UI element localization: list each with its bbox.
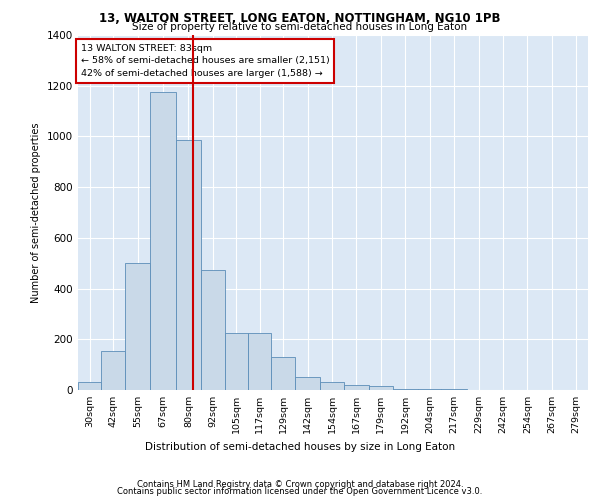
Bar [320,382,344,390]
Bar [248,333,271,390]
Bar [418,389,442,390]
Bar [78,382,101,390]
Text: Contains HM Land Registry data © Crown copyright and database right 2024.: Contains HM Land Registry data © Crown c… [137,480,463,489]
Bar [392,388,418,390]
Text: Distribution of semi-detached houses by size in Long Eaton: Distribution of semi-detached houses by … [145,442,455,452]
Text: Size of property relative to semi-detached houses in Long Eaton: Size of property relative to semi-detach… [133,22,467,32]
Bar [101,350,125,390]
Bar [224,333,248,390]
Bar [176,140,201,390]
Text: Contains public sector information licensed under the Open Government Licence v3: Contains public sector information licen… [118,488,482,496]
Bar [271,357,295,390]
Text: 13, WALTON STREET, LONG EATON, NOTTINGHAM, NG10 1PB: 13, WALTON STREET, LONG EATON, NOTTINGHA… [99,12,501,26]
Bar [344,385,369,390]
Bar [369,386,392,390]
Bar [295,378,320,390]
Bar [125,263,150,390]
Y-axis label: Number of semi-detached properties: Number of semi-detached properties [31,122,41,302]
Text: 13 WALTON STREET: 83sqm
← 58% of semi-detached houses are smaller (2,151)
42% of: 13 WALTON STREET: 83sqm ← 58% of semi-de… [80,44,329,78]
Bar [201,270,224,390]
Bar [150,92,176,390]
